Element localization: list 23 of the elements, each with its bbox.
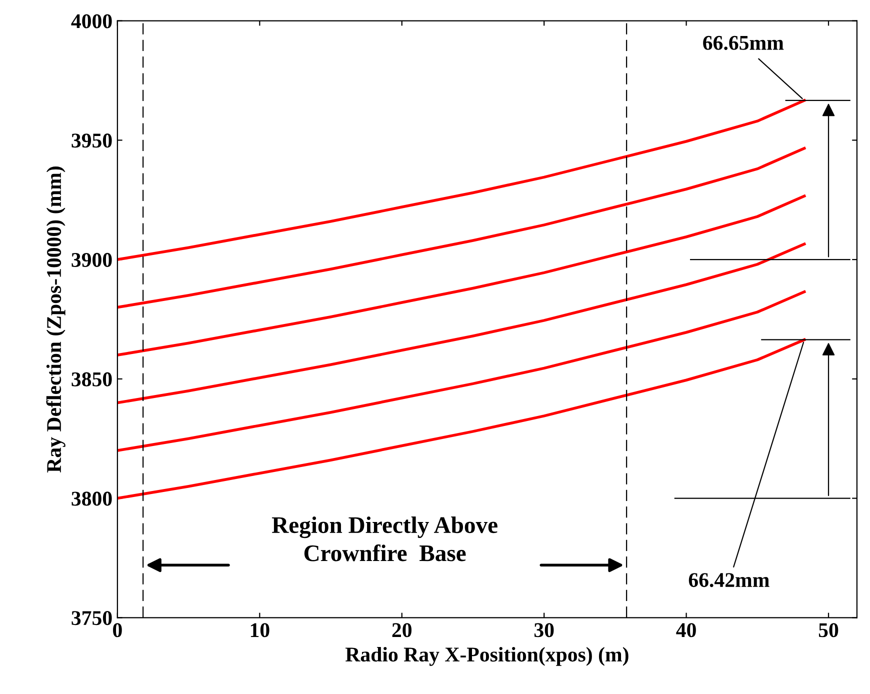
x-tick-label: 10 bbox=[250, 623, 270, 638]
y-axis-title: Ray Deflection (Zpos-10000) (mm) bbox=[46, 166, 66, 472]
line-series bbox=[117, 290, 806, 452]
line-series bbox=[117, 338, 806, 500]
line-series bbox=[117, 99, 806, 261]
y-tick-label: 3800 bbox=[72, 492, 112, 506]
line-series bbox=[117, 146, 806, 309]
y-tick-label: 3850 bbox=[72, 372, 112, 386]
x-tick-label: 50 bbox=[818, 623, 838, 638]
line-series bbox=[117, 194, 806, 356]
annotation: Region Directly Above Crownfire Base bbox=[272, 516, 498, 562]
y-tick-label: 3900 bbox=[72, 252, 112, 267]
x-tick-label: 30 bbox=[534, 623, 554, 638]
x-tick-label: 0 bbox=[113, 623, 122, 638]
annotation: 66.42mm bbox=[688, 573, 770, 588]
annotation: 66.65mm bbox=[703, 36, 784, 50]
y-tick-label: 4000 bbox=[71, 14, 112, 28]
line-series bbox=[117, 242, 806, 404]
x-axis-title: Radio Ray X-Position(xpos) (m) bbox=[345, 646, 628, 666]
y-tick-label: 3750 bbox=[72, 611, 112, 626]
x-tick-label: 40 bbox=[676, 623, 696, 638]
y-tick-label: 3950 bbox=[72, 134, 112, 148]
x-tick-label: 20 bbox=[392, 623, 412, 638]
